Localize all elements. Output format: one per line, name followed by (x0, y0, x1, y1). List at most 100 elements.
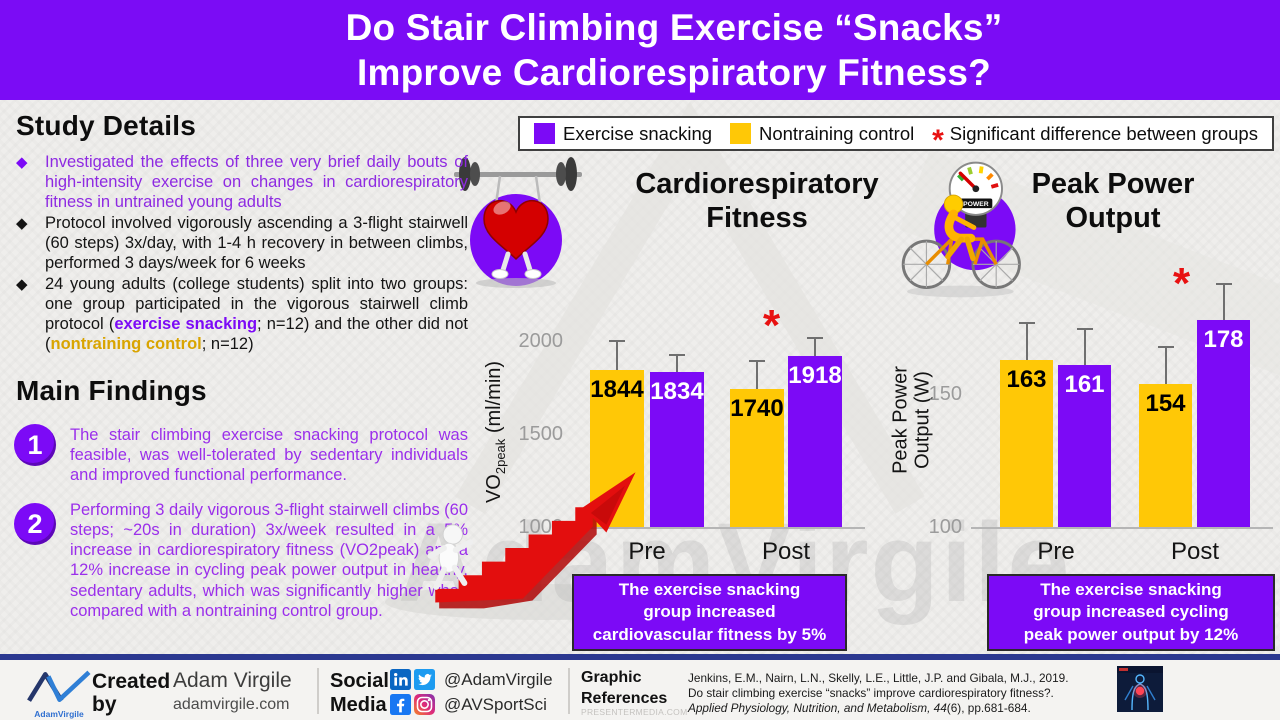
purple-swatch (534, 123, 555, 144)
text-segment: (6), pp.681-684. (946, 701, 1031, 715)
error-bar-cap (1215, 282, 1232, 285)
facebook-icon (390, 694, 411, 715)
finding-text: The stair climbing exercise snacking pro… (70, 426, 468, 485)
text-line: The exercise snacking (618, 580, 801, 600)
error-bar (1164, 346, 1167, 384)
error-bar (1083, 327, 1086, 365)
peak-power-chart-plot: 163 161 154 178 (983, 280, 1270, 527)
error-bar (756, 360, 758, 390)
study-bullet-1: ◆ Investigated the effects of three very … (16, 153, 468, 211)
journal-cover-thumbnail (1117, 666, 1163, 712)
legend-item-exercise-snacking: Exercise snacking (534, 123, 712, 145)
yellow-swatch (729, 123, 751, 144)
error-bar-cap (749, 360, 765, 363)
vo2peak-significance-asterisk: * (763, 301, 781, 350)
power-caption-box: The exercise snacking group increased cyc… (987, 574, 1275, 651)
error-bar (1025, 322, 1028, 360)
page-title: Do Stair Climbing Exercise “Snacks” Impro… (0, 5, 1280, 95)
study-details-heading: Study Details (16, 110, 196, 141)
graphic-references-source: PRESENTERMEDIA.COM (581, 707, 688, 717)
peak-power-significance-asterisk: * (1173, 259, 1191, 308)
text-line: Social (330, 670, 389, 692)
study-bullet-2: ◆ Protocol involved vigorously ascending … (16, 213, 468, 272)
text-segment: exercise snacking (114, 314, 258, 333)
graphic-references-label: Graphic References (581, 667, 667, 709)
av-logo (27, 670, 91, 702)
text-line: by (92, 693, 117, 716)
text-segment: 24 young adults (college students) split… (45, 274, 468, 333)
vo2peak-y-tick-label: 1500 (518, 422, 564, 445)
study-bullet-3: ◆ 24 young adults (college students) spli… (16, 275, 468, 355)
av-logo-text: AdamVirgile (34, 709, 84, 719)
legend-item-nontraining-control: Nontraining control (729, 123, 914, 145)
vo2peak-category-label-pre: Pre (628, 538, 666, 565)
finding-number-badge: 2 (14, 503, 56, 545)
peak-power-y-tick-label: 100 (928, 516, 962, 538)
instagram-icon (414, 694, 435, 715)
social-row-2: @AVSportSci (390, 694, 547, 715)
error-bar-cap (669, 353, 685, 356)
diamond-bullet-icon: ◆ (16, 275, 28, 293)
vo2peak-category-label-post: Post (761, 538, 811, 565)
author-website: adamvirgile.com (173, 696, 290, 713)
social-media-label: Social Media (330, 669, 389, 717)
vo2peak-y-tick-label: 2000 (518, 329, 564, 352)
error-bar-cap (1076, 327, 1093, 330)
text-line: Media (330, 694, 387, 716)
citation: Jenkins, E.M., Nairn, L.N., Skelly, L.E.… (688, 671, 1069, 716)
error-bar-cap (1018, 322, 1035, 325)
footer: AdamVirgile Created by Adam Virgile adamv… (0, 654, 1280, 720)
text-line: Graphic (581, 669, 642, 686)
study-details-list: ◆ Investigated the effects of three very … (16, 153, 468, 356)
text-segment: ; n=12) (201, 334, 254, 353)
created-by-label: Created by (92, 670, 170, 716)
twitter-icon (414, 669, 435, 690)
footer-divider (568, 668, 570, 714)
text-segment: ; n=12) and the other did not ( (45, 314, 468, 353)
error-bar (1222, 282, 1225, 320)
text-line: References (581, 690, 668, 707)
bar-value-label: 1918 (788, 361, 842, 389)
text-segment: Do stair climbing exercise “snacks” impr… (688, 686, 1054, 700)
vo2peak-chart-title: Cardiorespiratory Fitness (635, 168, 879, 234)
peak-power-x-axis-line (971, 527, 1273, 529)
text-segment: nontraining control (50, 334, 202, 353)
text-segment: Applied Physiology, Nutrition, and Metab… (688, 701, 947, 715)
peak-power-chart-title: Peak Power Output (1031, 168, 1195, 234)
chart-legend: Exercise snacking Nontraining control * … (518, 116, 1274, 157)
bar-value-label: 154 (1145, 389, 1186, 417)
finding-number-badge: 1 (14, 424, 56, 466)
header-banner: Do Stair Climbing Exercise “Snacks” Impro… (0, 0, 1280, 100)
footer-divider (317, 668, 319, 714)
handle-adamvirgile: @AdamVirgile (444, 669, 553, 689)
text-line: group increased (643, 602, 776, 622)
main-findings-heading: Main Findings (16, 375, 207, 406)
peak-power-category-label-post: Post (1170, 538, 1220, 565)
error-bar-cap (1157, 346, 1174, 349)
finding-text: Performing 3 daily vigorous 3-flight sta… (70, 501, 468, 620)
text-line: cardiovascular fitness by 5% (592, 624, 827, 644)
bar-value-label: 1740 (730, 395, 784, 423)
vo2-caption-box: The exercise snacking group increased card… (572, 574, 847, 651)
legend-item-significance: * Significant difference between groups (932, 122, 1258, 157)
linkedin-icon (390, 669, 411, 690)
vo2peak-x-axis-line (565, 527, 865, 529)
bar-value-label: 178 (1203, 325, 1244, 353)
citation-line: Do stair climbing exercise “snacks” impr… (688, 686, 1069, 701)
error-bar (616, 339, 618, 370)
peak-power-y-tick-label: 150 (928, 383, 962, 406)
error-bar (814, 337, 816, 356)
text-line: group increased cycling (1033, 602, 1229, 622)
text-line: Improve Cardiorespiratory Fitness? (357, 52, 991, 93)
bar-value-label: 1834 (650, 377, 704, 405)
text-line: Created (92, 670, 171, 693)
text-line: The exercise snacking (1040, 580, 1222, 600)
peak-power-category-label-pre: Pre (1037, 538, 1075, 565)
handle-avsportsci: @AVSportSci (444, 694, 547, 714)
social-row-1: @AdamVirgile (390, 669, 553, 690)
author-name: Adam Virgile (173, 669, 292, 692)
citation-line: Jenkins, E.M., Nairn, L.N., Skelly, L.E.… (688, 671, 1069, 686)
error-bar-cap (807, 337, 823, 340)
diamond-bullet-icon: ◆ (16, 214, 28, 232)
